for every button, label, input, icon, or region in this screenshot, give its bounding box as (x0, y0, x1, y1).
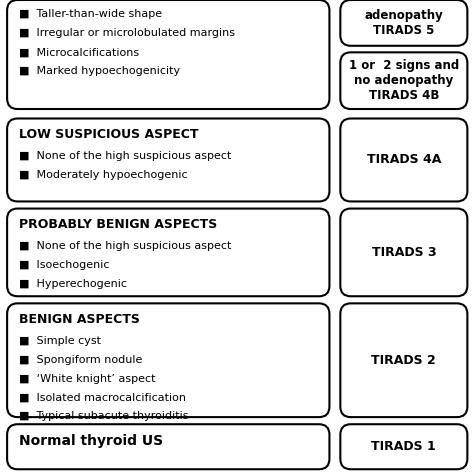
Text: ■  None of the high suspicious aspect: ■ None of the high suspicious aspect (19, 241, 231, 251)
Text: ■  Irregular or microlobulated margins: ■ Irregular or microlobulated margins (19, 28, 235, 38)
Text: ■  Spongiform nodule: ■ Spongiform nodule (19, 355, 142, 365)
Text: ■  Moderately hypoechogenic: ■ Moderately hypoechogenic (19, 170, 188, 180)
Text: TIRADS 4A: TIRADS 4A (367, 154, 441, 166)
Text: LOW SUSPICIOUS ASPECT: LOW SUSPICIOUS ASPECT (19, 128, 199, 141)
Text: adenopathy
TIRADS 5: adenopathy TIRADS 5 (365, 9, 443, 37)
FancyBboxPatch shape (340, 52, 467, 109)
Text: Normal thyroid US: Normal thyroid US (19, 434, 163, 448)
FancyBboxPatch shape (7, 0, 329, 109)
FancyBboxPatch shape (340, 303, 467, 417)
Text: ■  Isoechogenic: ■ Isoechogenic (19, 260, 109, 270)
Text: ■  Marked hypoechogenicity: ■ Marked hypoechogenicity (19, 66, 180, 76)
Text: TIRADS 1: TIRADS 1 (372, 440, 436, 453)
Text: ■  None of the high suspicious aspect: ■ None of the high suspicious aspect (19, 151, 231, 161)
Text: ■  Simple cyst: ■ Simple cyst (19, 336, 101, 346)
FancyBboxPatch shape (340, 118, 467, 201)
Text: ■  ‘White knight’ aspect: ■ ‘White knight’ aspect (19, 374, 155, 383)
FancyBboxPatch shape (7, 118, 329, 201)
FancyBboxPatch shape (340, 209, 467, 296)
Text: 1 or  2 signs and
no adenopathy
TIRADS 4B: 1 or 2 signs and no adenopathy TIRADS 4B (349, 59, 459, 102)
FancyBboxPatch shape (7, 424, 329, 469)
Text: BENIGN ASPECTS: BENIGN ASPECTS (19, 313, 140, 326)
Text: ■  Isolated macrocalcification: ■ Isolated macrocalcification (19, 392, 186, 402)
Text: PROBABLY BENIGN ASPECTS: PROBABLY BENIGN ASPECTS (19, 218, 217, 231)
FancyBboxPatch shape (7, 303, 329, 417)
FancyBboxPatch shape (7, 209, 329, 296)
Text: TIRADS 3: TIRADS 3 (372, 246, 436, 259)
Text: ■  Hyperechogenic: ■ Hyperechogenic (19, 279, 127, 289)
Text: ■  Taller-than-wide shape: ■ Taller-than-wide shape (19, 9, 162, 19)
Text: ■  Microcalcifications: ■ Microcalcifications (19, 47, 139, 57)
FancyBboxPatch shape (340, 0, 467, 46)
FancyBboxPatch shape (340, 424, 467, 469)
Text: ■  Typical subacute thyroiditis: ■ Typical subacute thyroiditis (19, 411, 189, 421)
Text: TIRADS 2: TIRADS 2 (372, 354, 436, 367)
